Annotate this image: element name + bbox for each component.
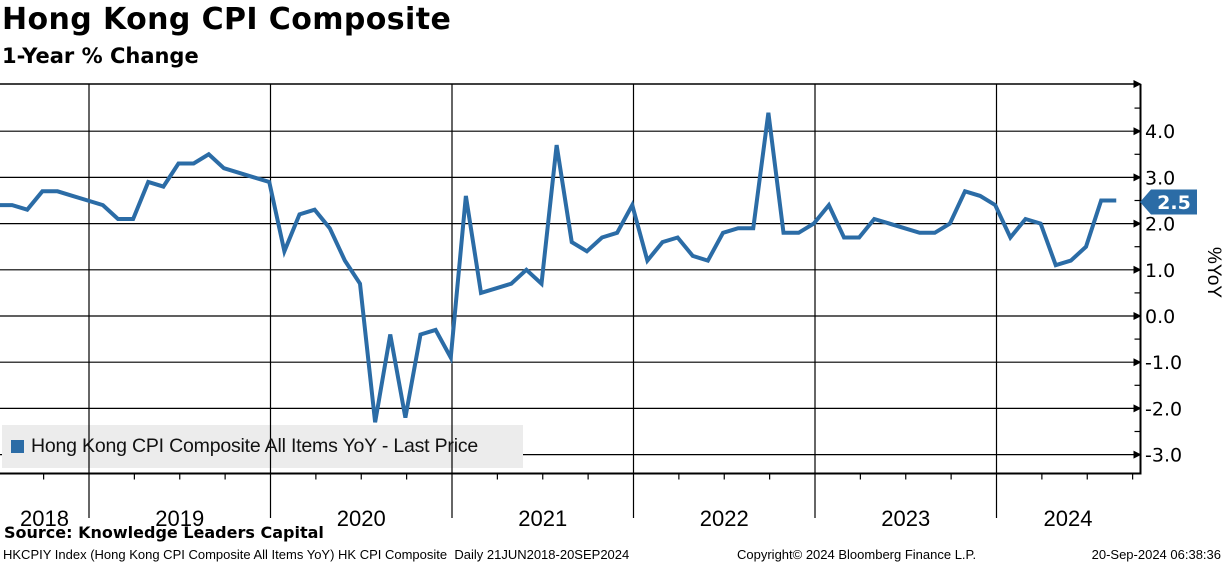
chart-subtitle: 1-Year % Change [2, 44, 199, 68]
gridline-arrowhead [1133, 312, 1142, 320]
x-axis-tick-label: 2022 [700, 506, 749, 531]
x-axis-tick-label: 2018 [20, 506, 69, 531]
x-axis-tick-label: 2019 [155, 506, 204, 531]
gridline-arrowhead [1133, 404, 1142, 413]
year-boundary-gridlines [88, 84, 998, 518]
cpi-series-line [0, 112, 1117, 423]
footer-security-info: HKCPIY Index (Hong Kong CPI Composite Al… [3, 547, 630, 562]
y-axis-title: %YoY [1203, 247, 1224, 298]
legend-series-swatch [11, 440, 24, 453]
x-axis-tick-label: 2024 [1044, 506, 1093, 531]
y-axis-tick-label: -1.0 [1145, 352, 1182, 374]
y-axis-tick-label: -3.0 [1145, 445, 1182, 467]
x-axis-tick-label: 2023 [881, 506, 930, 531]
gridline-arrowhead [1133, 127, 1142, 136]
y-axis-tick-label: 2.0 [1145, 214, 1175, 236]
y-axis-tick-label: -2.0 [1145, 398, 1182, 420]
page-title: Hong Kong CPI Composite [2, 2, 452, 37]
gridline-arrowhead [1133, 219, 1142, 228]
gridline-arrowhead [1133, 358, 1142, 367]
y-axis-tick-label: 1.0 [1145, 260, 1175, 282]
x-axis-tick-labels: 2018 2019 2020 2021 2022 2023 2024 [20, 506, 1092, 531]
footer-timestamp: 20-Sep-2024 06:38:36 [1091, 547, 1221, 562]
legend: Hong Kong CPI Composite All Items YoY - … [2, 425, 523, 468]
gridline-arrowhead [1133, 173, 1142, 182]
gridline-arrowhead [1133, 450, 1142, 459]
y-axis-tick-label: 0.0 [1145, 306, 1175, 328]
gridline-arrowhead [1133, 265, 1142, 274]
gridline-arrowhead [1133, 80, 1142, 88]
y-axis-tick-label: 3.0 [1145, 167, 1175, 189]
x-axis-tick-label: 2021 [518, 506, 567, 531]
last-price-value: 2.5 [1157, 192, 1191, 214]
footer-copyright: Copyright© 2024 Bloomberg Finance L.P. [737, 547, 977, 562]
axis-ticks [43, 107, 1141, 480]
y-axis-tick-label: 4.0 [1145, 121, 1175, 143]
plot-frame [0, 80, 1142, 475]
y-axis-tick-labels: 4.0 3.0 2.0 1.0 0.0 -1.0 -2.0 -3.0 [1145, 121, 1182, 466]
last-price-badge [1140, 189, 1197, 215]
x-axis-tick-label: 2020 [337, 506, 386, 531]
legend-label: Hong Kong CPI Composite All Items YoY - … [31, 435, 479, 457]
source-line: Source: Knowledge Leaders Capital [4, 523, 324, 542]
